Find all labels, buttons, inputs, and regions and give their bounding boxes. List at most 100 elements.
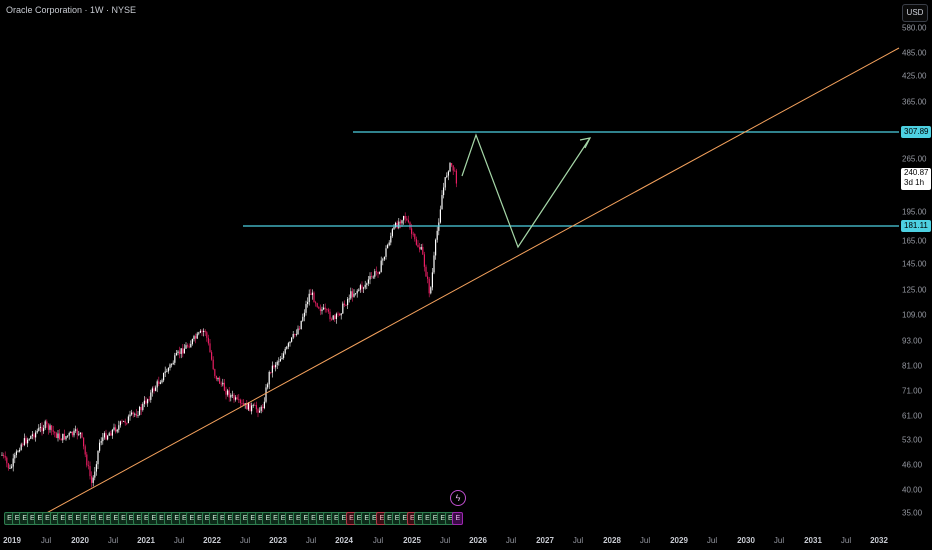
candle-body bbox=[30, 435, 32, 439]
candle-body bbox=[302, 316, 304, 321]
candle-body bbox=[169, 364, 171, 368]
candle-body bbox=[315, 302, 317, 304]
candle-body bbox=[316, 303, 318, 307]
price-tick: 365.00 bbox=[902, 97, 927, 107]
candle-body bbox=[427, 276, 429, 279]
candle-body bbox=[310, 293, 312, 295]
support-price-label: 181.11 bbox=[901, 220, 931, 232]
candle-body bbox=[54, 431, 56, 434]
candle-body bbox=[193, 336, 195, 340]
candle-body bbox=[6, 457, 8, 464]
candle-body bbox=[135, 413, 137, 416]
projection-path bbox=[461, 133, 591, 249]
candle-body bbox=[251, 405, 253, 412]
bar-countdown: 3d 1h bbox=[904, 178, 925, 187]
candle-body bbox=[59, 433, 61, 439]
candle-body bbox=[79, 432, 81, 435]
candle-body bbox=[358, 289, 360, 291]
candle-body bbox=[412, 233, 414, 235]
candle-body bbox=[332, 315, 334, 320]
earnings-event-icon[interactable]: E bbox=[452, 512, 464, 525]
candle-body bbox=[287, 343, 289, 347]
candle-body bbox=[182, 348, 184, 354]
candle-body bbox=[60, 438, 62, 441]
candle-body bbox=[425, 266, 427, 277]
candle-body bbox=[305, 304, 307, 313]
candle-body bbox=[166, 371, 168, 373]
candle-body bbox=[379, 272, 381, 274]
candle-body bbox=[348, 298, 350, 300]
candle-body bbox=[391, 229, 393, 236]
candle-body bbox=[428, 278, 430, 294]
candle-body bbox=[41, 426, 43, 432]
time-tick: Jul bbox=[239, 536, 251, 545]
time-tick: 2025 bbox=[403, 536, 421, 545]
candle-body bbox=[323, 307, 325, 310]
candle-body bbox=[361, 285, 363, 289]
candle-body bbox=[452, 165, 454, 171]
candle-body bbox=[131, 412, 133, 415]
candle-body bbox=[351, 291, 353, 297]
candle-body bbox=[211, 352, 213, 360]
currency-button[interactable]: USD bbox=[902, 4, 928, 22]
candle-body bbox=[94, 471, 96, 478]
candle-body bbox=[291, 337, 293, 342]
candle-body bbox=[236, 397, 238, 399]
candle-body bbox=[404, 215, 406, 219]
candle-body bbox=[443, 187, 445, 196]
candle-body bbox=[102, 437, 104, 442]
candle-body bbox=[284, 348, 286, 354]
candle-body bbox=[294, 333, 296, 335]
price-tick: 81.00 bbox=[902, 361, 923, 371]
candle-body bbox=[145, 400, 147, 404]
candle-body bbox=[411, 228, 413, 234]
candle-body bbox=[44, 421, 46, 429]
candle-body bbox=[254, 404, 256, 406]
price-tick: 145.00 bbox=[902, 259, 927, 269]
candle-body bbox=[455, 170, 457, 184]
candle-body bbox=[23, 438, 25, 445]
candle-body bbox=[159, 382, 161, 384]
candle-body bbox=[329, 311, 331, 320]
time-tick: Jul bbox=[505, 536, 517, 545]
candle-body bbox=[430, 287, 432, 294]
candle-body bbox=[339, 313, 341, 316]
candle-body bbox=[46, 421, 48, 425]
candle-body bbox=[375, 271, 377, 273]
candle-body bbox=[179, 351, 181, 354]
candle-body bbox=[81, 432, 83, 438]
candle-body bbox=[33, 434, 35, 438]
price-tick: 35.00 bbox=[902, 508, 923, 518]
candle-body bbox=[132, 412, 134, 414]
candle-body bbox=[89, 466, 91, 477]
time-tick: 2022 bbox=[203, 536, 221, 545]
time-tick: Jul bbox=[706, 536, 718, 545]
candle-body bbox=[403, 215, 405, 221]
time-tick: 2020 bbox=[71, 536, 89, 545]
candle-body bbox=[147, 399, 149, 404]
candle-body bbox=[12, 458, 14, 467]
candle-body bbox=[387, 245, 389, 249]
candle-body bbox=[1, 454, 3, 456]
candle-body bbox=[225, 390, 227, 395]
candle-body bbox=[235, 397, 237, 400]
candle-body bbox=[163, 372, 165, 381]
candle-body bbox=[334, 315, 336, 320]
candle-body bbox=[150, 392, 152, 400]
candle-body bbox=[398, 221, 400, 228]
candle-body bbox=[124, 420, 126, 424]
candle-body bbox=[214, 369, 216, 376]
candle-body bbox=[307, 301, 309, 305]
candle-body bbox=[123, 420, 125, 422]
chart-title: Oracle Corporation · 1W · NYSE bbox=[6, 5, 137, 15]
candle-body bbox=[292, 333, 294, 338]
candle-body bbox=[406, 218, 408, 221]
candle-body bbox=[156, 381, 158, 388]
candle-body bbox=[431, 272, 433, 288]
candle-body bbox=[436, 230, 438, 240]
lightning-icon[interactable]: ϟ bbox=[450, 490, 466, 506]
price-tick: 46.00 bbox=[902, 460, 923, 470]
candle-body bbox=[297, 328, 299, 335]
candle-body bbox=[222, 382, 224, 385]
